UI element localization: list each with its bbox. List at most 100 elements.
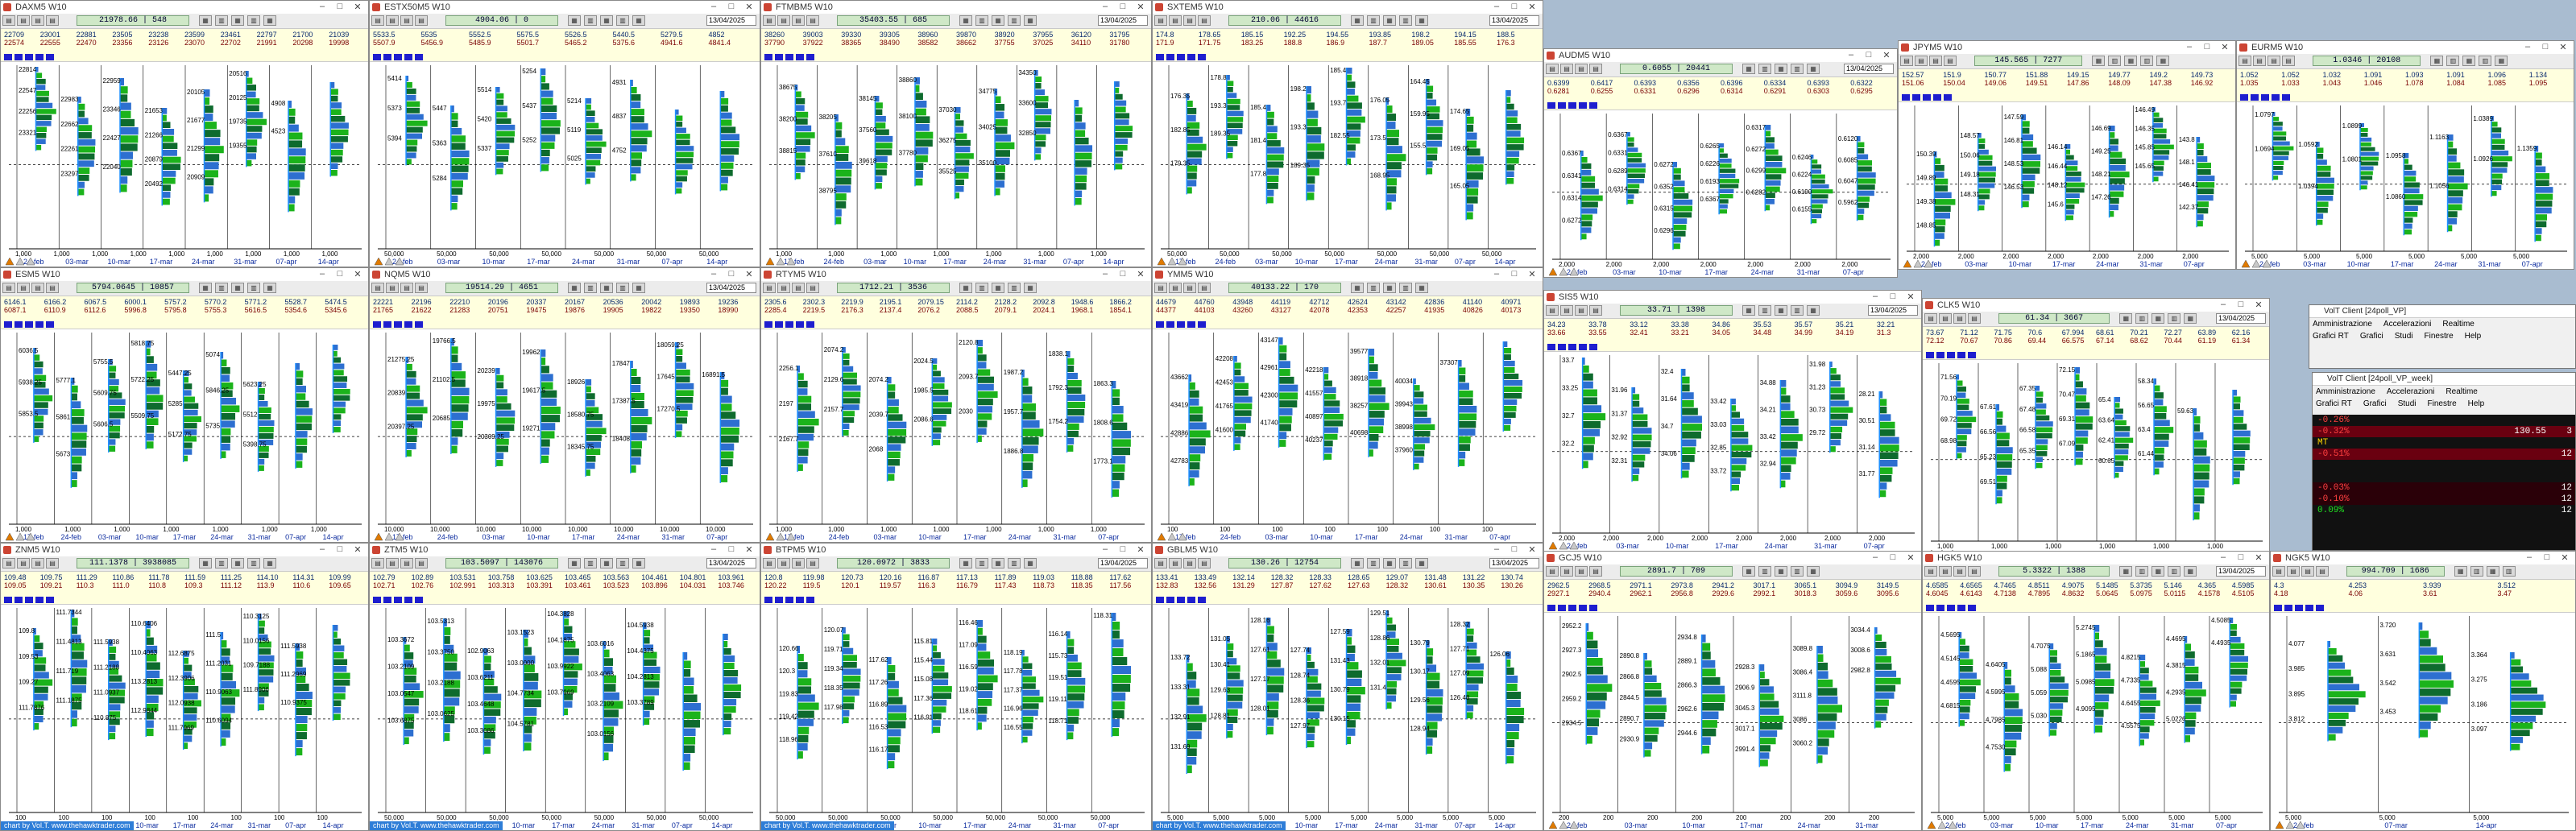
toolbar-button[interactable]: ▤ [1198,15,1211,26]
minimize-icon[interactable]: – [319,544,325,554]
toolbar-button[interactable]: ▥ [1791,64,1804,74]
toolbar-button[interactable]: ▦ [2156,56,2170,66]
menu-item[interactable]: Finestre [2424,332,2454,341]
toolbar-button[interactable]: ▥ [975,283,988,293]
toolbar-button[interactable]: ▤ [1900,56,1913,66]
chart-window-ztm5[interactable]: ZTM5 W10– □ ✕ ▤ ▤ ▤ ▤ 103.5097 | 143076 ▦ ▥ ▦ ▥ ▦ 13/… [369,543,760,831]
quote-row[interactable] [2313,471,2575,482]
toolbar-button[interactable]: ▤ [17,283,30,293]
session-marker[interactable] [4,54,12,60]
toolbar-button[interactable]: ▦ [2184,313,2197,324]
menu-item[interactable]: Grafici RT [2316,399,2352,408]
maximize-icon[interactable]: □ [728,269,735,279]
nav-arrow-icon[interactable] [1167,532,1177,541]
chart-window-eurm5[interactable]: EURM5 W10– □ ✕ ▤ ▤ ▤ ▤ 1.0346 | 20108 ▦ ▥ ▦ ▥ ▦ 1.052… [2236,40,2574,270]
toolbar-button[interactable]: ▦ [199,283,212,293]
nav-arrow-icon[interactable] [1903,259,1912,268]
window-titlebar[interactable]: ZNM5 W10– □ ✕ [1,544,368,557]
session-marker[interactable] [35,597,43,603]
nav-arrow-icon[interactable] [765,257,775,266]
toolbar-button[interactable]: ▥ [2108,56,2122,66]
toolbar-button[interactable]: ▤ [1169,558,1182,568]
toolbar-button[interactable]: ▥ [215,558,228,568]
toolbar-button[interactable]: ▦ [2454,566,2467,577]
volume-profile-chart[interactable]: 120.66120.3119.83119.42118.9617-feb120.0… [761,605,1151,830]
session-marker[interactable] [35,321,43,328]
session-marker[interactable] [1957,605,1965,611]
chart-window-audm5[interactable]: AUDM5 W10– □ ✕ ▤ ▤ ▤ ▤ 0.6055 | 20441 ▦ ▥ ▦ ▥ ▦ 13/04… [1543,48,1898,278]
session-marker[interactable] [2251,94,2259,101]
session-marker[interactable] [46,321,54,328]
session-marker[interactable] [1968,352,1976,358]
minimize-icon[interactable]: – [2220,552,2226,562]
maximize-icon[interactable]: □ [728,2,735,11]
toolbar-button[interactable]: ▤ [2272,566,2285,577]
toolbar-button[interactable]: ▦ [2124,56,2138,66]
toolbar-button[interactable]: ▦ [1742,64,1755,74]
toolbar-button[interactable]: ▤ [1953,313,1966,324]
toolbar-button[interactable]: ▦ [632,283,645,293]
toolbar-button[interactable]: ▤ [1929,56,1942,66]
toolbar-button[interactable]: ▦ [2119,313,2133,324]
toolbar-button[interactable]: ▤ [792,283,805,293]
nav-arrow-icon[interactable] [1569,541,1579,550]
session-marker[interactable] [1568,344,1576,350]
maximize-icon[interactable]: □ [1120,544,1126,554]
session-marker[interactable] [383,321,391,328]
toolbar-button[interactable]: ▦ [263,15,276,26]
toolbar-button[interactable]: ▦ [992,15,1004,26]
toolbar-button[interactable]: ▤ [1560,64,1573,74]
toolbar-button[interactable]: ▤ [2301,566,2314,577]
toolbar-button[interactable]: ▤ [386,283,399,293]
nav-arrow-icon[interactable] [1559,821,1568,829]
session-marker[interactable] [1547,605,1555,611]
nav-arrow-icon[interactable] [15,257,25,266]
session-marker[interactable] [1156,321,1164,328]
nav-arrow-icon[interactable] [1569,821,1579,829]
toolbar-button[interactable]: ▤ [2253,56,2266,66]
session-marker[interactable] [14,321,23,328]
menu-item[interactable]: Realtime [2446,387,2478,396]
volume-profile-chart[interactable]: 43662 43419 42886 42783 17-feb 42208 42453 4176… [1153,329,1543,542]
chart-window-hgk5[interactable]: HGK5 W10– □ ✕ ▤ ▤ ▤ ▤ 5.3322 | 1388 ▦ ▥ ▦ ▥ ▦ 13/04/2… [1922,551,2270,831]
session-marker[interactable] [1912,94,1920,101]
menu-item[interactable]: Help [2464,332,2482,341]
window-titlebar[interactable]: SIS5 W10– □ ✕ [1544,291,1921,304]
toolbar-button[interactable]: ▤ [1589,566,1602,577]
toolbar-button[interactable]: ▤ [1154,15,1167,26]
quote-row[interactable]: -0.26% [2313,415,2575,426]
chart-window-rtym5[interactable]: RTYM5 W10– □ ✕ ▤ ▤ ▤ ▤ 1712.21 | 3536 ▦ ▥ ▦ ▥ ▦ 2305.… [760,267,1152,543]
nav-arrow-icon[interactable] [1157,257,1166,266]
toolbar-button[interactable]: ▦ [2119,566,2133,577]
credit-link[interactable]: chart by Vol.T. www.thehawktrader.com [761,821,894,830]
toolbar-button[interactable]: ▤ [1589,305,1602,316]
toolbar-button[interactable]: ▥ [215,15,228,26]
date-picker[interactable]: 13/04/2025 [1098,558,1148,568]
chart-window-sis5[interactable]: SIS5 W10– □ ✕ ▤ ▤ ▤ ▤ 33.71 | 1398 ▦ ▥ ▦ ▥ ▦ 13/04/20… [1543,290,1922,552]
toolbar-button[interactable]: ▥ [1008,15,1021,26]
nav-arrow-icon[interactable] [776,532,785,541]
volume-profile-chart[interactable]: 21275.25 20839 20397.25 17-feb 19766.5 21102.… [370,329,760,542]
toolbar-button[interactable]: ▤ [777,15,790,26]
nav-arrow-icon[interactable] [395,532,404,541]
toolbar-button[interactable]: ▥ [1399,283,1412,293]
nav-arrow-icon[interactable] [26,257,35,266]
toolbar-button[interactable]: ▦ [600,283,613,293]
session-marker[interactable] [14,54,23,60]
quote-row[interactable] [2313,460,2575,471]
toolbar-button[interactable]: ▥ [1758,566,1771,577]
volume-profile-chart[interactable]: 2256.1 2197 2167.7 17-feb 2074.2 2129.6 2157.7… [761,329,1151,542]
maximize-icon[interactable]: □ [1890,552,1896,562]
close-icon[interactable]: ✕ [1882,51,1891,60]
close-icon[interactable]: ✕ [354,2,362,12]
session-marker[interactable] [2305,605,2313,611]
toolbar-button[interactable]: ▦ [2092,56,2106,66]
menu-item[interactable]: Finestre [2427,399,2457,408]
toolbar-button[interactable]: ▤ [415,283,428,293]
volume-profile-chart[interactable]: 2952.2 2927.3 2902.5 2959.2 2934.5 24-feb 2890… [1544,613,1921,830]
session-marker[interactable] [1902,94,1910,101]
toolbar-button[interactable]: ▤ [1546,64,1559,74]
session-marker[interactable] [785,54,793,60]
nav-arrow-icon[interactable] [26,532,35,541]
toolbar-button[interactable]: ▤ [1154,558,1167,568]
